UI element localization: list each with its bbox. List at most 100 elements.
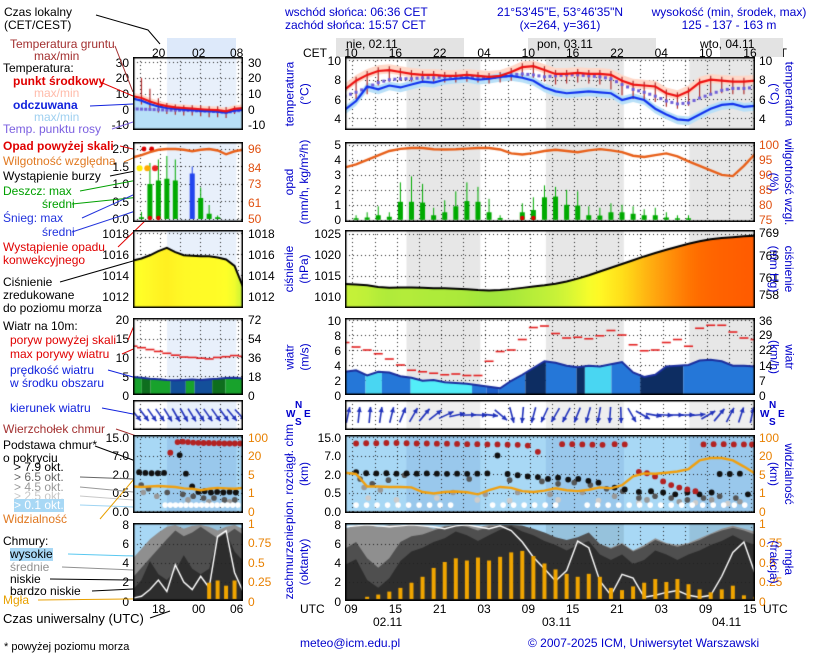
cet-hour-tick: 10 xyxy=(521,46,536,60)
legend-item: Chmury: xyxy=(3,534,49,548)
mini-utc-hour-tick: 06 xyxy=(230,602,244,616)
axis-tick: -10 xyxy=(111,118,129,133)
mini-panel-precipitation xyxy=(133,142,243,222)
sunset-label: zachód słońca: 15:57 CET xyxy=(285,18,426,32)
utc-hour-tick: 09 xyxy=(698,602,713,616)
panel-temperature xyxy=(345,57,755,130)
axis-tick: 4 xyxy=(334,358,341,373)
mini-night-band xyxy=(167,38,237,57)
legend-item: punkt środkowy xyxy=(13,74,106,88)
axis-tick: 0 xyxy=(759,594,766,609)
axis-tick: 50 xyxy=(248,212,262,227)
axis-tick: 0.0 xyxy=(112,212,129,227)
mini-utc-hour-tick: 00 xyxy=(192,602,206,616)
utc-label-left: UTC xyxy=(300,602,325,616)
legend-item: Temperatura gruntu xyxy=(10,37,115,51)
axis-tick: 2 xyxy=(334,575,341,590)
axis-tick: 0.5 xyxy=(248,555,265,570)
axis-tick: 1016 xyxy=(248,247,275,262)
legend-item: Czas lokalny xyxy=(4,5,73,19)
utc-date-label: 02.11 xyxy=(373,615,403,629)
axis-tick: 6 xyxy=(122,537,129,552)
legend-item: poryw powyżej skali xyxy=(10,333,117,347)
axis-tick: 0 xyxy=(122,388,129,403)
utc-date-label: 03.11 xyxy=(542,615,572,629)
legend-item: Temperatura: xyxy=(3,61,74,75)
axis-tick: 1020 xyxy=(314,248,341,263)
compass-s: S xyxy=(295,417,302,428)
day-label: nie, 02.11 xyxy=(346,37,398,51)
mini-panel-wind-direction xyxy=(133,400,243,430)
axis-tick: 2.0 xyxy=(112,467,129,482)
day-header-band xyxy=(336,38,464,57)
axis-tick: 758 xyxy=(759,287,780,302)
axis-tick: 0 xyxy=(248,594,255,609)
mini-panel-cloud-extent xyxy=(133,435,243,513)
utc-hour-tick: 15 xyxy=(743,602,757,616)
axis-tick: 1012 xyxy=(248,289,275,304)
axis-tick: 30 xyxy=(248,55,262,70)
utc-hour-tick: 21 xyxy=(610,602,624,616)
legend-item: Deszcz: max xyxy=(3,184,72,198)
axis-tick: 8 xyxy=(334,328,341,343)
compass-e: E xyxy=(304,409,311,420)
mini-panel-wind xyxy=(133,318,243,395)
axis-tick: 4 xyxy=(122,556,129,571)
mini-cet-hour-tick: 08 xyxy=(230,46,244,60)
axis-tick: 30 xyxy=(115,55,129,70)
axis-tick: 100 xyxy=(759,430,780,445)
axis-tick: 0 xyxy=(122,102,129,117)
cet-hour-tick: 16 xyxy=(565,46,580,60)
legend-item: Wystąpienie opadu xyxy=(3,240,105,254)
day-label: wto, 04.11 xyxy=(700,37,755,51)
contact-email-link[interactable]: meteo@icm.edu.pl xyxy=(300,636,400,650)
axis-tick: 1.5 xyxy=(112,159,129,174)
axis-tick: 100 xyxy=(759,138,780,153)
legend-item: > 7.9 okt. xyxy=(14,460,64,474)
axis-tick: 0 xyxy=(334,388,341,403)
axis-tick: 1014 xyxy=(248,268,275,283)
compass-n: N xyxy=(769,400,777,411)
cet-hour-tick: 16 xyxy=(388,46,403,60)
cet-label-left: CET xyxy=(303,46,327,60)
day-label: pon, 03.11 xyxy=(537,37,593,51)
axis-tick: 761 xyxy=(759,270,780,285)
legend-item: zredukowane xyxy=(3,288,75,302)
axis-tick: -10 xyxy=(248,118,266,133)
axis-tick: 5 xyxy=(759,467,766,482)
compass-s: S xyxy=(769,417,776,428)
axis-tick: 2.0 xyxy=(112,142,129,157)
legend-item: konwekcyjnego xyxy=(3,253,86,267)
legend-item: Mgła xyxy=(3,593,30,607)
legend-item: średni xyxy=(42,197,75,211)
legend-item: Wilgotność względna xyxy=(3,154,116,168)
email-text[interactable]: meteo@icm.edu.pl xyxy=(300,636,401,650)
axis-tick: 0.75 xyxy=(759,536,783,550)
mini-panel-temperature xyxy=(133,57,243,130)
axis-tick: 1 xyxy=(759,516,766,531)
utc-hour-tick: 15 xyxy=(388,602,403,616)
axis-tick: 3 xyxy=(334,168,341,183)
axis-tick: 1025 xyxy=(314,227,341,242)
mini-panel-cloud-cover xyxy=(133,523,243,601)
legend-item: max/min xyxy=(34,49,80,63)
axis-tick: 10 xyxy=(115,350,129,365)
copyright-label: © 2007-2025 ICM, Uniwersytet Warszawski xyxy=(528,636,760,650)
axis-tick: 15 xyxy=(115,332,129,347)
legend-item: prędkość wiatru xyxy=(10,363,95,377)
axis-tick: 7.0 xyxy=(112,449,129,463)
cet-hour-tick: 10 xyxy=(698,46,713,60)
legend-item: o pokryciu xyxy=(3,451,58,465)
utc-hour-tick: 03 xyxy=(654,602,668,616)
utc-date-label: 04.11 xyxy=(712,615,742,629)
legend-item: w środku obszaru xyxy=(10,376,105,390)
cet-hour-tick: 22 xyxy=(433,46,447,60)
axis-tick: 1 xyxy=(759,486,766,500)
axis-tick: 0.0 xyxy=(324,504,341,519)
day-header-band xyxy=(720,38,783,57)
compass-n: N xyxy=(295,400,303,411)
axis-tick: 0.25 xyxy=(248,575,272,589)
axis-tick: 10 xyxy=(248,87,262,102)
axis-tick: 100 xyxy=(248,430,269,445)
axis-tick: 1 xyxy=(248,516,255,531)
